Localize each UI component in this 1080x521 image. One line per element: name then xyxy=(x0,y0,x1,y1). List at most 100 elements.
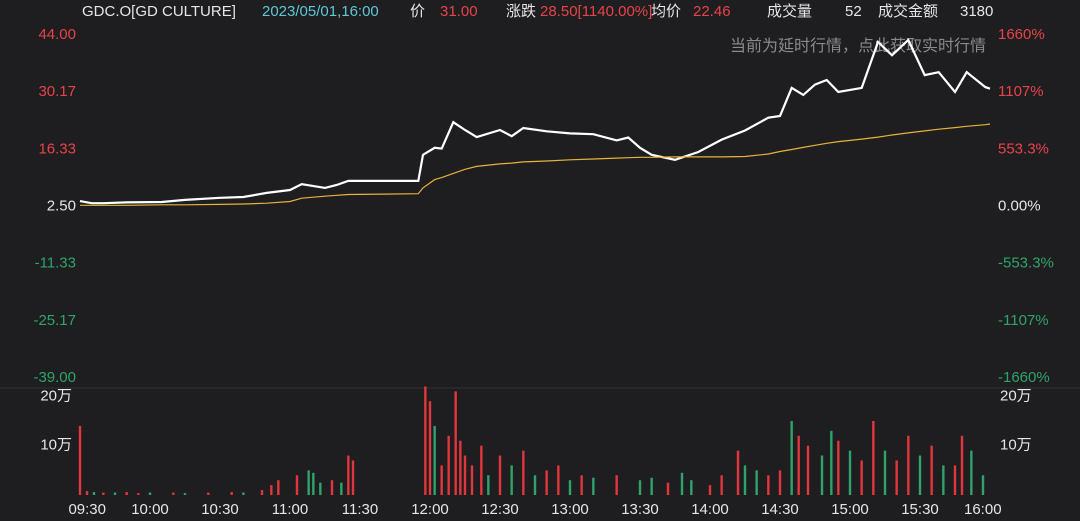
x-tick-label: 10:00 xyxy=(131,501,169,518)
volume-bar xyxy=(820,455,824,495)
volume-bar xyxy=(498,455,502,495)
x-tick-label: 11:30 xyxy=(342,501,378,518)
volume-bar xyxy=(330,480,334,495)
volume-bar xyxy=(295,475,299,495)
volume-bar xyxy=(340,482,343,495)
volume-bar xyxy=(424,386,427,495)
symbol: GDC.O[GD CULTURE] xyxy=(82,3,236,20)
volume-bar xyxy=(207,492,210,495)
volume-bar xyxy=(533,475,537,495)
volume-bar xyxy=(690,480,693,495)
avg: 22.46 xyxy=(693,3,731,20)
volume-bar xyxy=(459,440,462,495)
volume-bar xyxy=(85,491,89,495)
y-tick-label: 16.33 xyxy=(38,140,76,157)
x-tick-label: 14:00 xyxy=(691,501,729,518)
volume-bar xyxy=(720,475,723,495)
volume-bar xyxy=(970,450,973,495)
volume-bar xyxy=(907,435,910,495)
price-line xyxy=(79,38,991,205)
volume-bar xyxy=(319,482,322,495)
volume-bar xyxy=(102,492,105,495)
delay-notice[interactable]: 当前为延时行情，点此获取实时行情 xyxy=(730,37,986,55)
y-tick-label: -39.00 xyxy=(33,369,76,386)
volume-bar xyxy=(557,465,560,495)
volume-bar xyxy=(736,450,740,495)
x-tick-label: 11:00 xyxy=(272,501,308,518)
volume-bar xyxy=(447,435,450,495)
volume-bar xyxy=(872,421,875,495)
amount-label: 成交金额 xyxy=(878,2,938,20)
x-tick-label: 10:30 xyxy=(201,501,239,518)
volume-bar xyxy=(743,465,747,495)
volume-bar xyxy=(347,455,350,495)
x-tick-label: 14:30 xyxy=(761,501,799,518)
y2-tick-label: -553.3% xyxy=(998,255,1054,272)
volume: 52 xyxy=(845,3,862,20)
volume-bar xyxy=(312,472,315,495)
volume-bar xyxy=(463,455,467,495)
x-tick-label: 13:30 xyxy=(621,501,659,518)
avg-label: 均价 xyxy=(651,3,681,20)
volume-bar xyxy=(487,475,490,495)
y-tick-label: 10万 xyxy=(40,437,72,454)
volume-bar xyxy=(860,460,863,495)
y2-tick-label: 10万 xyxy=(1000,437,1032,454)
x-tick-label: 15:00 xyxy=(831,501,869,518)
x-tick-label: 15:30 xyxy=(901,501,939,518)
volume-bar xyxy=(78,425,82,495)
y2-tick-label: -1660% xyxy=(998,369,1050,386)
x-tick-label: 12:30 xyxy=(481,501,519,518)
volume-bar xyxy=(230,492,233,495)
volume-bar xyxy=(545,470,548,495)
y-tick-label: 44.00 xyxy=(38,26,76,43)
volume-label: 成交量 xyxy=(767,2,812,20)
volume-bar xyxy=(270,485,273,495)
volume-bar xyxy=(148,492,152,495)
volume-bar xyxy=(480,445,483,495)
volume-bar xyxy=(260,490,264,495)
price: 31.00 xyxy=(440,3,478,20)
volume-bar xyxy=(650,477,653,495)
volume-bar xyxy=(113,492,117,495)
volume-bar xyxy=(638,480,642,495)
volume-bar xyxy=(930,445,933,495)
volume-bar xyxy=(848,450,852,495)
datetime: 2023/05/01,16:00 xyxy=(262,3,379,20)
volume-bar xyxy=(755,470,758,495)
volume-bar xyxy=(883,450,887,495)
volume-bar xyxy=(470,465,474,495)
volume-bar xyxy=(510,465,513,495)
volume-bar xyxy=(307,470,310,495)
y2-tick-label: 553.3% xyxy=(998,140,1049,157)
volume-bar xyxy=(778,470,782,495)
volume-bar xyxy=(797,435,800,495)
y2-tick-label: 0.00% xyxy=(998,197,1041,214)
y2-tick-label: 1107% xyxy=(998,83,1044,100)
volume-bar xyxy=(790,421,793,495)
x-tick-label: 16:00 xyxy=(964,501,1002,518)
amount: 3180 xyxy=(960,3,993,20)
y-tick-label: -25.17 xyxy=(33,312,76,329)
volume-bar xyxy=(981,475,985,495)
price-line xyxy=(80,123,991,206)
y2-tick-label: 20万 xyxy=(1000,387,1032,404)
volume-bar xyxy=(895,460,898,495)
x-tick-label: 09:30 xyxy=(68,501,106,518)
volume-bar xyxy=(522,450,525,495)
volume-bar xyxy=(837,440,840,495)
y-tick-label: 2.50 xyxy=(47,197,76,214)
volume-bar xyxy=(183,493,187,495)
y-tick-label: 20万 xyxy=(40,387,72,404)
volume-bar xyxy=(708,485,712,495)
volume-bar xyxy=(92,492,96,495)
volume-bar xyxy=(440,465,443,495)
volume-bar xyxy=(830,430,833,495)
volume-bar xyxy=(666,482,670,495)
y2-tick-label: -1107% xyxy=(998,312,1049,329)
y-tick-label: -11.33 xyxy=(35,255,76,272)
volume-bar xyxy=(767,475,770,495)
x-tick-label: 13:00 xyxy=(551,501,589,518)
